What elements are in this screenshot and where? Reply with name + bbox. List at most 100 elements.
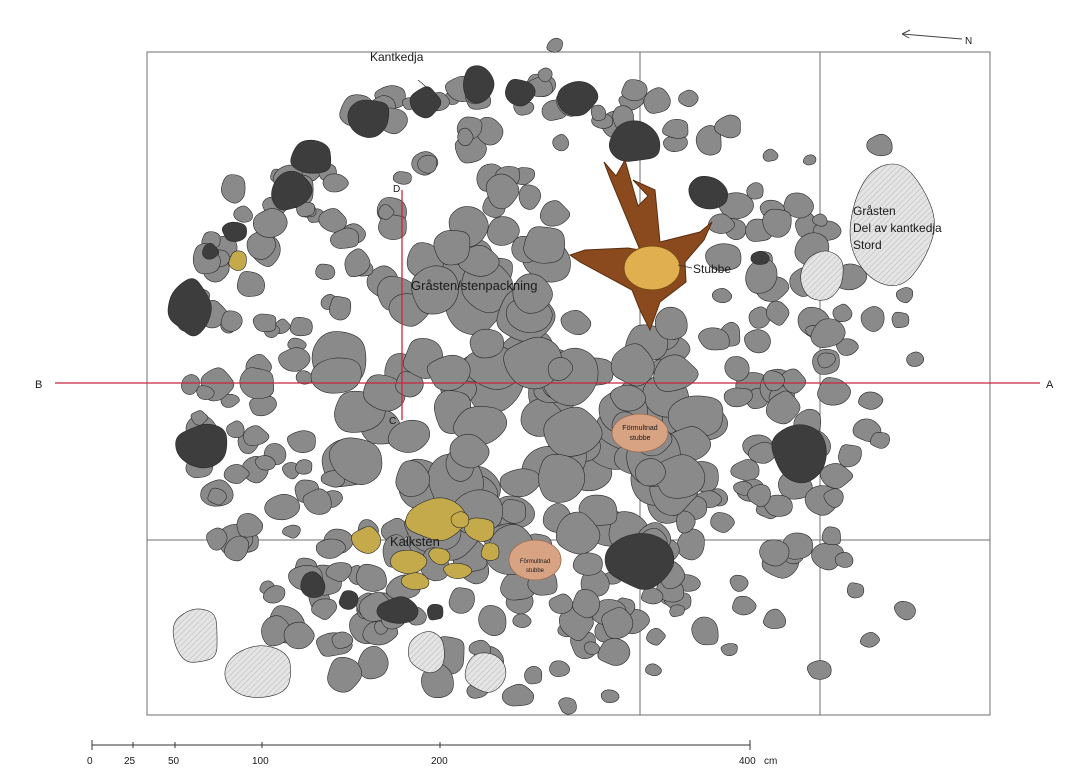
stone <box>817 377 851 406</box>
stone <box>252 313 277 333</box>
stone <box>895 287 914 304</box>
stone <box>643 87 671 114</box>
stone <box>523 226 566 264</box>
limestone <box>443 562 473 579</box>
scale-tick-400: 400 <box>739 756 756 767</box>
stone <box>724 356 750 382</box>
decayed-stump-1-label-line2: stubbe <box>629 435 650 442</box>
edge-chain-stone <box>271 170 313 211</box>
limestone <box>228 250 247 271</box>
kantkedja-label: Kantkedja <box>370 50 424 64</box>
decayed-stump-1: Förmultnad stubbe <box>611 413 669 453</box>
stone <box>711 288 733 304</box>
stone <box>762 148 779 162</box>
stone <box>196 385 215 400</box>
stenpackning-label: Gråsten/stenpackning <box>411 278 537 293</box>
tree-stump <box>568 158 713 332</box>
stone <box>417 154 438 174</box>
stone <box>572 589 601 619</box>
stone <box>325 562 352 582</box>
stone <box>610 343 655 387</box>
stubbe-label: Stubbe <box>693 262 731 276</box>
limestone <box>428 547 451 566</box>
stone <box>223 535 249 562</box>
stone <box>357 645 389 680</box>
stone <box>817 352 836 369</box>
stone <box>846 582 865 599</box>
stone <box>759 539 790 567</box>
stone <box>330 227 360 249</box>
stone <box>392 171 412 185</box>
north-label: N <box>965 36 972 47</box>
stone <box>512 273 553 314</box>
stone <box>236 513 264 538</box>
stone <box>448 587 475 614</box>
scale-tick-100: 100 <box>252 756 269 767</box>
section-label-c: C <box>389 416 396 427</box>
edge-chain-stone <box>426 603 444 621</box>
stone <box>806 660 832 680</box>
stone <box>730 459 760 481</box>
stone <box>832 303 853 323</box>
stone <box>691 616 719 646</box>
stone <box>233 205 253 223</box>
scale-tick-200: 200 <box>431 756 448 767</box>
scale-tick-0: 0 <box>87 756 93 767</box>
stone <box>287 337 307 352</box>
stone <box>549 660 570 677</box>
limestone <box>390 549 428 575</box>
stone <box>610 385 646 412</box>
stone <box>645 663 662 677</box>
large-grey-stone <box>407 631 445 674</box>
stone <box>835 338 859 356</box>
stone <box>763 494 793 517</box>
edge-chain-stone <box>202 242 220 260</box>
stone <box>558 697 577 715</box>
limestone <box>401 572 430 590</box>
stone <box>695 125 722 156</box>
stone <box>355 563 387 592</box>
scale-bar: 0 25 50 100 200 400 cm <box>87 740 777 767</box>
stone <box>282 524 301 539</box>
stone <box>555 511 601 555</box>
stone <box>220 310 243 332</box>
stone <box>669 604 685 617</box>
stone <box>746 182 764 200</box>
scale-tick-25: 25 <box>124 756 136 767</box>
large-grey-stone <box>224 645 292 698</box>
kalksten-label: Kalksten <box>390 534 440 549</box>
stone <box>635 458 666 487</box>
north-arrow: N <box>901 29 972 47</box>
stone <box>539 200 571 227</box>
stone <box>866 133 893 157</box>
stone <box>315 538 346 559</box>
stone <box>860 631 880 648</box>
stone <box>720 643 738 656</box>
section-label-a: A <box>1046 379 1054 391</box>
stone <box>328 296 352 321</box>
large-grey-stones <box>172 163 935 698</box>
decayed-stump-1-label-line1: Förmultnad <box>622 425 658 432</box>
large-grey-stone <box>800 250 844 301</box>
stone <box>254 455 276 471</box>
stone <box>543 406 603 457</box>
stone <box>302 488 332 515</box>
stone <box>311 598 337 620</box>
decayed-stump-2-label-line1: Förmultnad <box>520 559 550 565</box>
limestone-stones <box>228 250 500 590</box>
stone <box>810 318 846 348</box>
section-lines: B A D C <box>35 184 1054 427</box>
stone <box>676 510 696 534</box>
stone <box>264 494 301 521</box>
stone <box>802 154 817 166</box>
section-label-b: B <box>35 379 42 391</box>
edge-chain-stone <box>300 571 326 598</box>
stone <box>499 468 541 498</box>
stone <box>378 213 407 240</box>
edge-chain-stone <box>505 78 536 107</box>
stone <box>236 271 265 297</box>
stone <box>328 437 383 485</box>
stone <box>583 641 601 655</box>
stone <box>547 357 573 381</box>
